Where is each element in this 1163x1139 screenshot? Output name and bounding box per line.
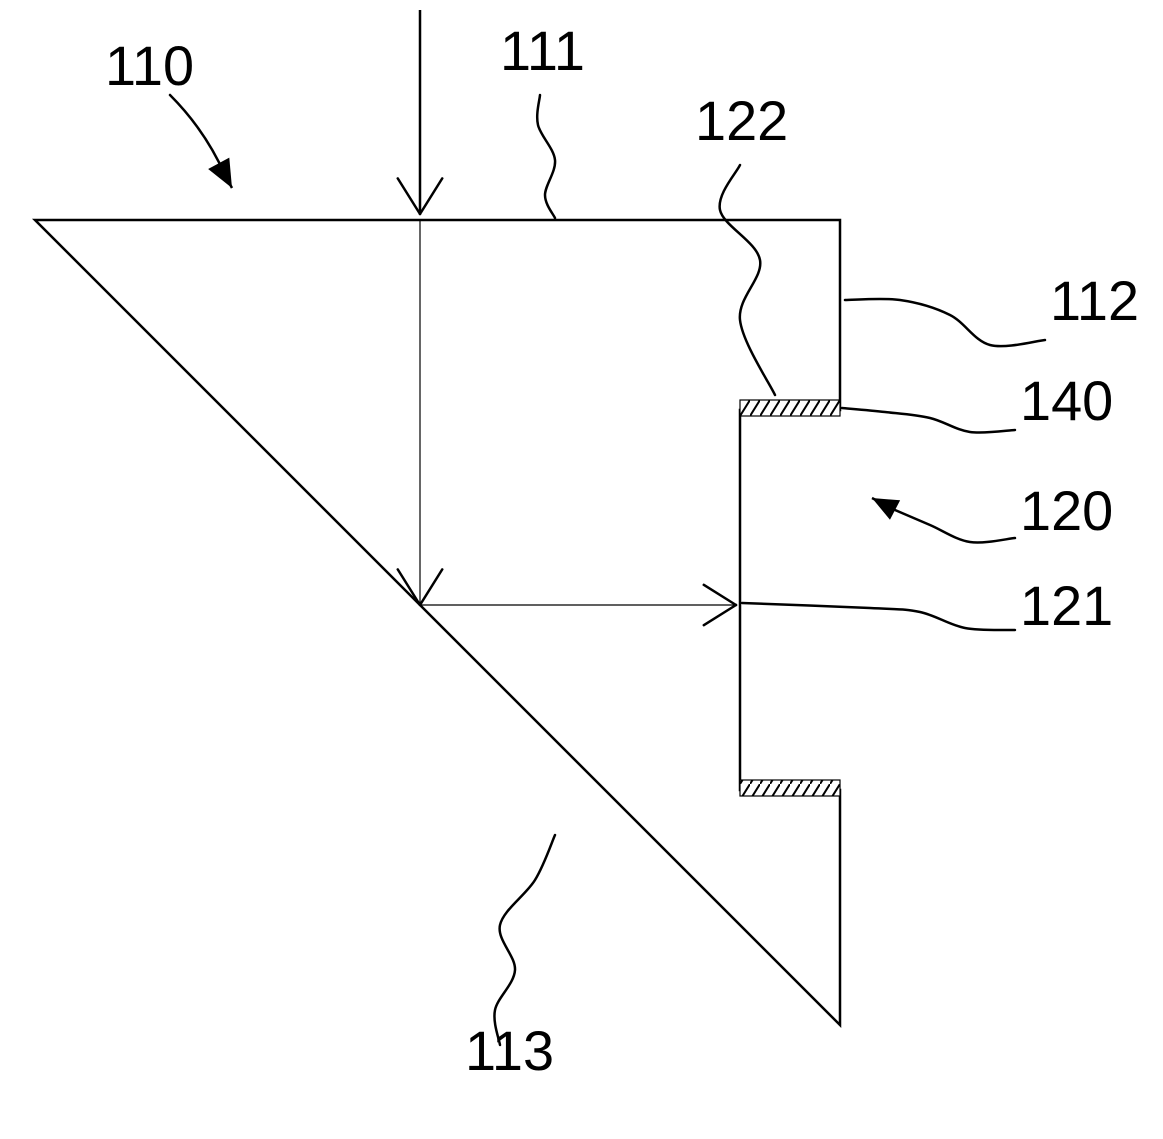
leader-113 bbox=[494, 835, 555, 1045]
leader-112 bbox=[845, 299, 1045, 346]
label-112: 112 bbox=[1050, 269, 1139, 332]
label-122: 122 bbox=[695, 89, 788, 152]
hatched-bar-1 bbox=[740, 780, 840, 796]
prism-outline bbox=[35, 220, 840, 1025]
label-111: 111 bbox=[500, 19, 585, 82]
label-110: 110 bbox=[105, 34, 194, 97]
leader-140 bbox=[842, 408, 1015, 433]
leader-121 bbox=[742, 603, 1015, 630]
leader-111 bbox=[537, 95, 555, 218]
leader-120 bbox=[895, 510, 1015, 543]
label-121: 121 bbox=[1020, 574, 1113, 637]
hatched-bar-0 bbox=[740, 400, 840, 416]
leader-110 bbox=[170, 95, 225, 175]
label-140: 140 bbox=[1020, 369, 1113, 432]
leader-122 bbox=[720, 165, 775, 395]
label-113: 113 bbox=[465, 1019, 554, 1082]
label-120: 120 bbox=[1020, 479, 1113, 542]
